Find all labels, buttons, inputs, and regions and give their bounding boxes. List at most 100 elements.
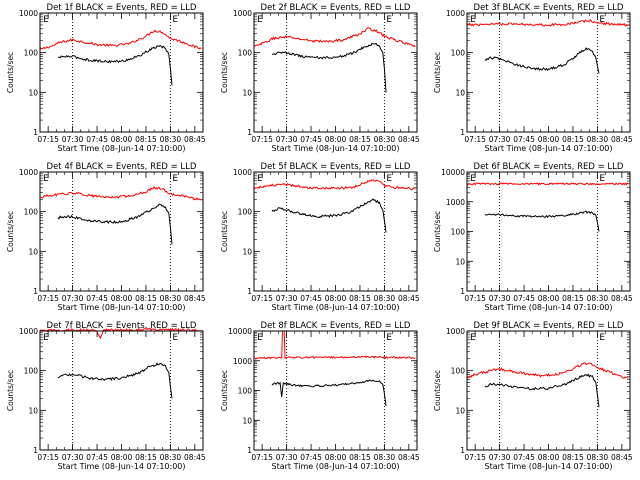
y-tick-label: 100 bbox=[451, 49, 466, 58]
x-tick-label: 07:30 bbox=[62, 294, 84, 303]
plot-frame bbox=[253, 12, 418, 133]
corner-label: E bbox=[43, 333, 49, 343]
y-axis-label: Counts/sec bbox=[433, 52, 442, 93]
lld-series-line bbox=[253, 27, 416, 48]
corner-label: E bbox=[470, 333, 476, 343]
x-tick-label: 08:15 bbox=[349, 135, 371, 144]
y-tick-label: 100 bbox=[24, 49, 39, 58]
x-tick-label: 07:15 bbox=[251, 294, 273, 303]
x-tick-label: 07:30 bbox=[62, 453, 84, 462]
x-tick-label: 08:15 bbox=[135, 294, 157, 303]
y-tick-label: 1000 bbox=[233, 9, 252, 18]
x-tick-label: 07:15 bbox=[464, 294, 486, 303]
y-tick-label: 1 bbox=[460, 128, 465, 137]
lld-series-line bbox=[253, 330, 416, 360]
events-series-line bbox=[57, 203, 173, 245]
x-tick-label: 07:45 bbox=[86, 453, 108, 462]
y-axis-label: Counts/sec bbox=[220, 370, 229, 411]
corner-label: E bbox=[470, 174, 476, 184]
y-tick-label: 1 bbox=[247, 128, 252, 137]
y-tick-label: 10000 bbox=[228, 327, 252, 336]
corner-label: E bbox=[599, 333, 605, 343]
x-tick-label: 08:45 bbox=[398, 453, 420, 462]
plot-frame bbox=[39, 171, 204, 292]
lld-series-line bbox=[39, 327, 202, 340]
y-tick-label: 100 bbox=[238, 208, 253, 217]
y-tick-label: 10 bbox=[28, 88, 38, 97]
y-tick-label: 1 bbox=[460, 287, 465, 296]
x-tick-label: 08:45 bbox=[184, 294, 206, 303]
x-tick-label: 08:45 bbox=[184, 453, 206, 462]
y-tick-label: 100 bbox=[238, 49, 253, 58]
x-tick-label: 08:45 bbox=[398, 135, 420, 144]
y-tick-label: 10 bbox=[455, 406, 465, 415]
x-tick-label: 07:45 bbox=[86, 294, 108, 303]
x-tick-label: 07:30 bbox=[62, 135, 84, 144]
y-tick-label: 10 bbox=[455, 88, 465, 97]
x-tick-label: 08:00 bbox=[538, 135, 560, 144]
y-tick-label: 10 bbox=[455, 257, 465, 266]
y-axis-label: Counts/sec bbox=[220, 211, 229, 252]
x-tick-label: 07:45 bbox=[513, 135, 535, 144]
y-tick-label: 1 bbox=[33, 446, 38, 455]
corner-label: E bbox=[43, 174, 49, 184]
x-tick-label: 08:15 bbox=[562, 135, 584, 144]
plot-frame bbox=[39, 330, 204, 451]
y-tick-label: 100 bbox=[238, 387, 253, 396]
corner-label: E bbox=[257, 15, 263, 25]
corner-label: E bbox=[599, 15, 605, 25]
events-series-line bbox=[484, 210, 600, 232]
panel-title: Det 3f BLACK = Events, RED = LLD bbox=[474, 3, 624, 13]
x-tick-label: 08:30 bbox=[160, 294, 182, 303]
x-tick-label: 08:30 bbox=[374, 453, 396, 462]
y-tick-label: 1 bbox=[247, 287, 252, 296]
lld-series-line bbox=[39, 29, 202, 50]
corner-label: E bbox=[386, 174, 392, 184]
lld-series-line bbox=[467, 18, 629, 27]
y-tick-label: 1000 bbox=[233, 168, 252, 177]
y-tick-label: 1000 bbox=[233, 357, 252, 366]
y-axis-label: Counts/sec bbox=[6, 370, 15, 411]
y-tick-label: 100 bbox=[24, 367, 39, 376]
corner-label: E bbox=[172, 333, 178, 343]
y-tick-label: 1000 bbox=[446, 9, 465, 18]
events-series-line bbox=[484, 373, 600, 408]
corner-label: E bbox=[257, 333, 263, 343]
x-tick-label: 08:30 bbox=[160, 135, 182, 144]
x-tick-label: 08:00 bbox=[538, 294, 560, 303]
x-tick-label: 08:30 bbox=[587, 294, 609, 303]
panel-title: Det 6f BLACK = Events, RED = LLD bbox=[474, 162, 624, 172]
x-tick-label: 08:45 bbox=[184, 135, 206, 144]
x-tick-label: 07:45 bbox=[300, 135, 322, 144]
x-tick-label: 07:30 bbox=[276, 453, 298, 462]
corner-label: E bbox=[599, 174, 605, 184]
x-tick-label: 07:15 bbox=[464, 135, 486, 144]
x-tick-label: 08:00 bbox=[111, 135, 133, 144]
events-series-line bbox=[484, 47, 600, 74]
y-tick-label: 1000 bbox=[19, 9, 38, 18]
lld-series-line bbox=[466, 362, 629, 379]
y-tick-label: 10 bbox=[28, 247, 38, 256]
x-axis-label: Start Time (08-Jun-14 07:10:00) bbox=[485, 462, 613, 471]
x-axis-label: Start Time (08-Jun-14 07:10:00) bbox=[272, 144, 400, 153]
y-tick-label: 1 bbox=[33, 128, 38, 137]
plot-frame bbox=[39, 12, 204, 133]
y-tick-label: 1000 bbox=[19, 168, 38, 177]
lld-series-line bbox=[39, 186, 202, 201]
x-tick-label: 08:30 bbox=[374, 294, 396, 303]
y-axis-label: Counts/sec bbox=[6, 211, 15, 252]
y-tick-label: 1000 bbox=[446, 198, 465, 207]
detector-panel: Det 6f BLACK = Events, RED = LLD Counts/s… bbox=[433, 162, 633, 312]
x-tick-label: 07:45 bbox=[513, 294, 535, 303]
events-series-line bbox=[57, 44, 173, 86]
x-tick-label: 07:15 bbox=[464, 453, 486, 462]
x-tick-label: 07:30 bbox=[276, 294, 298, 303]
detector-panel: Det 7f BLACK = Events, RED = LLD Counts/s… bbox=[6, 321, 206, 471]
detector-panel: Det 1f BLACK = Events, RED = LLD Counts/s… bbox=[6, 3, 206, 153]
y-tick-label: 1 bbox=[247, 446, 252, 455]
x-tick-label: 08:00 bbox=[325, 294, 347, 303]
x-tick-label: 08:45 bbox=[611, 294, 633, 303]
y-tick-label: 100 bbox=[451, 228, 466, 237]
x-tick-label: 08:45 bbox=[398, 294, 420, 303]
x-tick-label: 07:45 bbox=[300, 453, 322, 462]
